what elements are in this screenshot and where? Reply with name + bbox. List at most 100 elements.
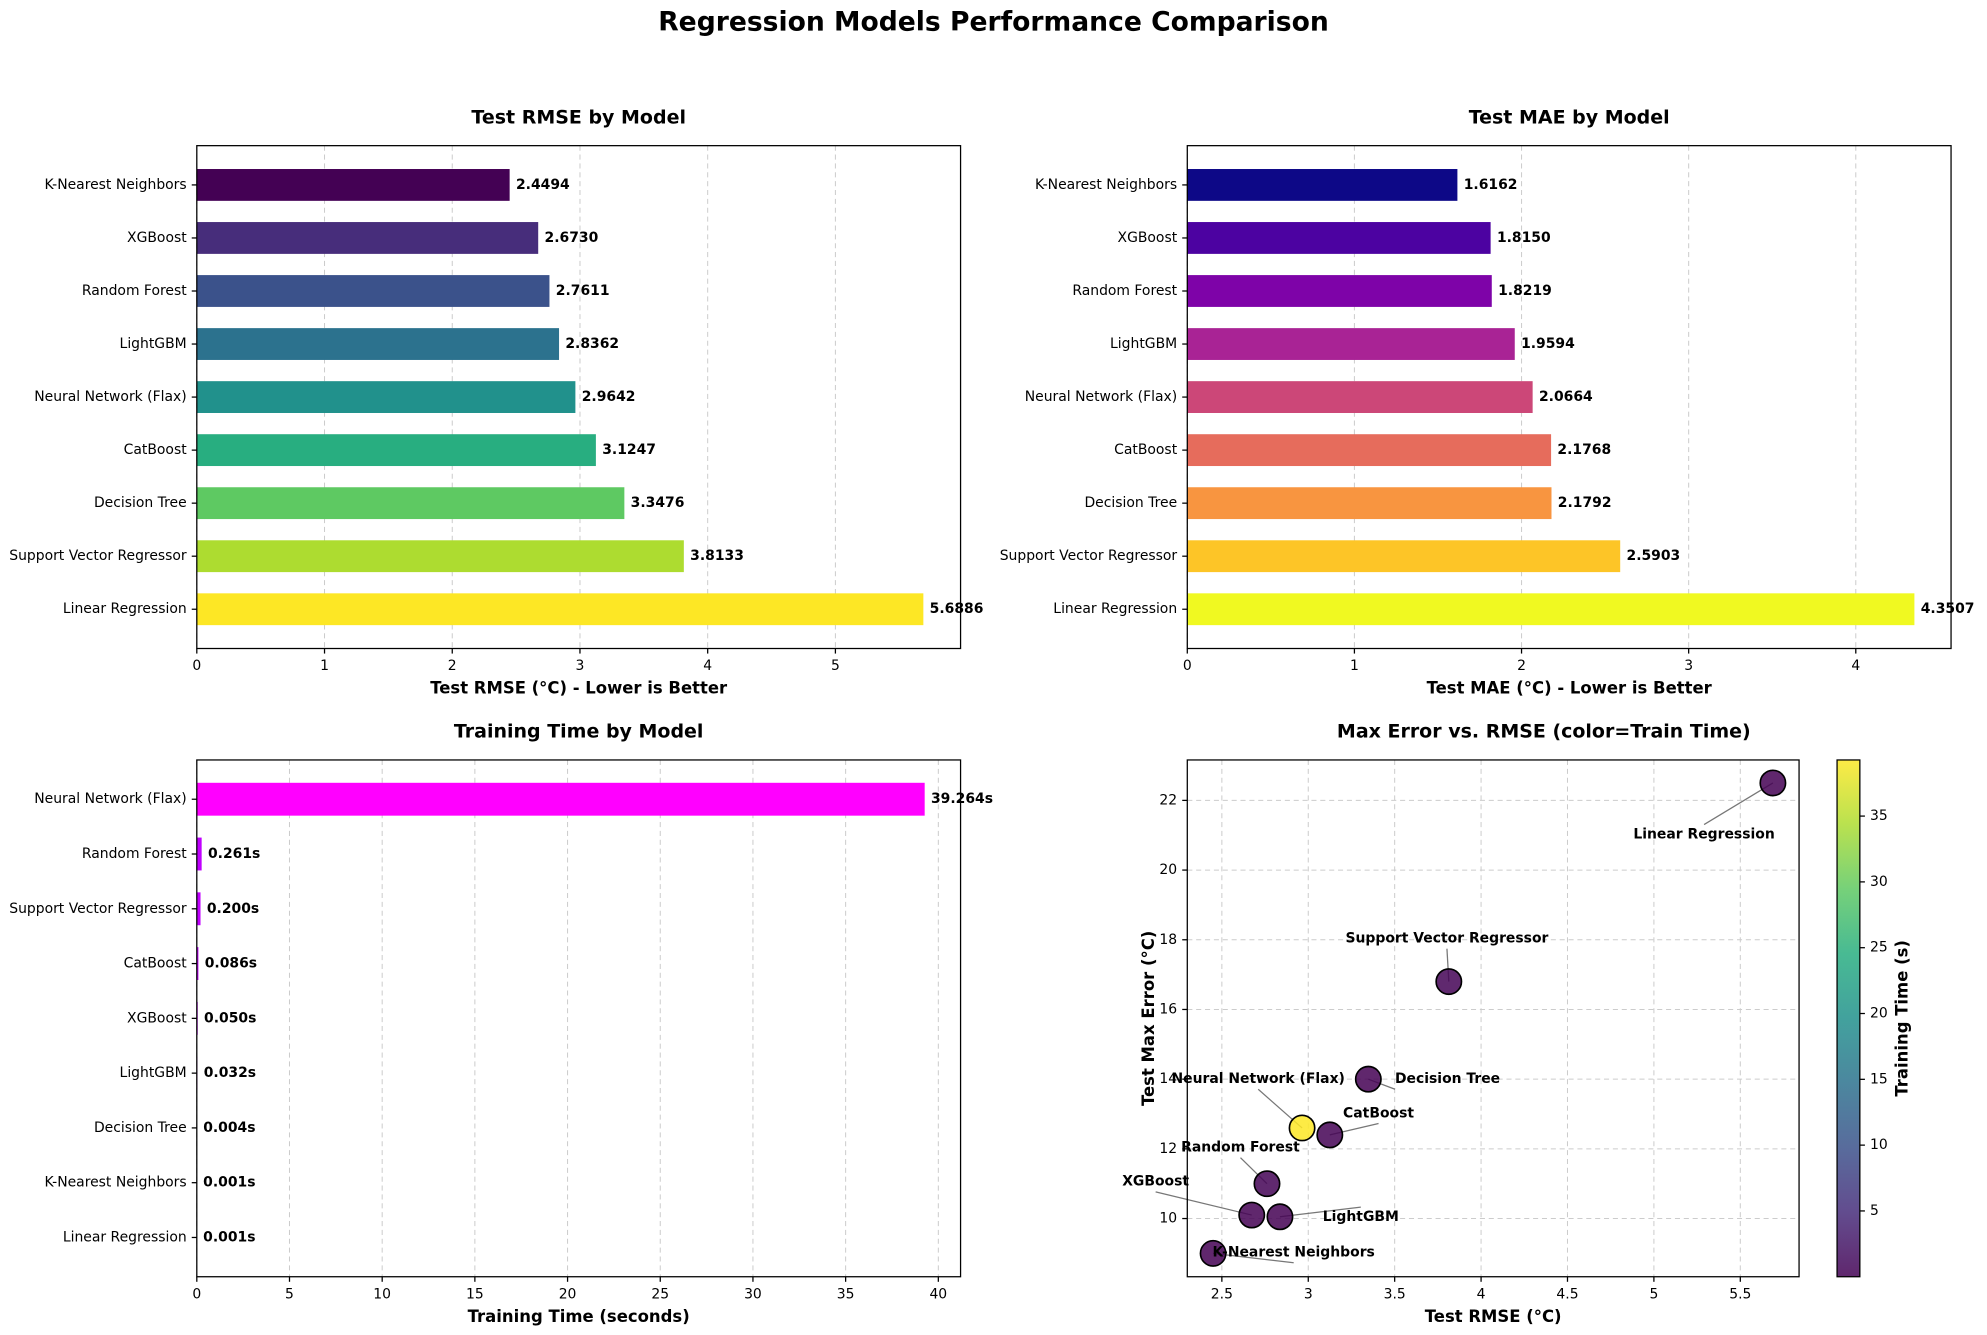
- y-tick-label: LightGBM: [120, 1065, 187, 1081]
- y-tick-label: 16: [1159, 1001, 1177, 1017]
- value-label: 0.261s: [208, 846, 260, 862]
- y-tick-label: LightGBM: [120, 336, 187, 352]
- value-label: 0.032s: [204, 1065, 256, 1081]
- y-tick-label: Neural Network (Flax): [1025, 389, 1177, 405]
- point-label: XGBoost: [1122, 1174, 1189, 1190]
- point: [1759, 769, 1787, 797]
- point: [1316, 1121, 1344, 1149]
- y-tick-label: CatBoost: [1114, 442, 1178, 458]
- plot-frame: [1186, 145, 1952, 650]
- bar: [1187, 593, 1915, 626]
- value-label: 1.8219: [1498, 283, 1552, 299]
- bar: [196, 540, 684, 573]
- point-label: LightGBM: [1323, 1209, 1399, 1225]
- y-tick-label: XGBoost: [127, 230, 187, 246]
- bar: [196, 434, 596, 467]
- x-tick-label: 5.5: [1729, 1286, 1751, 1302]
- point-label: Random Forest: [1181, 1140, 1300, 1156]
- y-tick-label: Random Forest: [1072, 283, 1177, 299]
- bar: [1187, 222, 1491, 254]
- x-tick-label: 35: [837, 1286, 855, 1302]
- x-axis-label: Test MAE (°C) - Lower is Better: [1427, 679, 1713, 698]
- x-tick-label: 4: [1851, 658, 1860, 674]
- y-tick-label: Support Vector Regressor: [9, 548, 187, 564]
- bar: [1187, 540, 1621, 573]
- x-tick-label: 1: [1350, 658, 1359, 674]
- bar: [196, 381, 576, 413]
- value-label: 2.0664: [1539, 389, 1593, 405]
- y-tick-label: K-Nearest Neighbors: [45, 177, 187, 193]
- y-tick-label: XGBoost: [1118, 230, 1178, 246]
- point-label: CatBoost: [1343, 1105, 1414, 1121]
- y-tick-label: Linear Regression: [1053, 601, 1177, 617]
- value-label: 2.1792: [1558, 495, 1612, 511]
- value-label: 2.8362: [565, 336, 619, 352]
- point-label: Support Vector Regressor: [1345, 931, 1548, 947]
- annotation-arrow: [1279, 1206, 1361, 1218]
- value-label: 3.1247: [602, 442, 656, 458]
- point: [1354, 1065, 1382, 1093]
- y-tick-label: K-Nearest Neighbors: [45, 1175, 187, 1191]
- y-tick-label: Random Forest: [82, 283, 187, 299]
- value-label: 1.9594: [1521, 336, 1575, 352]
- figure-title: Regression Models Performance Comparison: [658, 6, 1329, 37]
- value-label: 1.6162: [1464, 177, 1518, 193]
- x-tick-label: 2.5: [1211, 1286, 1233, 1302]
- point: [1266, 1203, 1294, 1231]
- point-label: Linear Regression: [1633, 827, 1774, 843]
- annotation-arrow: [1155, 1191, 1252, 1216]
- y-tick-label: LightGBM: [1110, 336, 1177, 352]
- x-tick-label: 5: [831, 658, 840, 674]
- bar: [1187, 169, 1458, 201]
- x-tick-label: 40: [929, 1286, 947, 1302]
- y-tick-label: CatBoost: [124, 956, 188, 972]
- x-tick-label: 0: [1183, 658, 1192, 674]
- x-tick-label: 25: [651, 1286, 669, 1302]
- colorbar-tick-label: 35: [1870, 808, 1888, 824]
- bar: [196, 222, 539, 254]
- value-label: 0.200s: [207, 901, 259, 917]
- bar: [196, 892, 201, 926]
- value-label: 0.004s: [203, 1120, 255, 1136]
- x-tick-label: 4: [703, 658, 712, 674]
- y-axis-label: Test Max Error (°C): [1139, 931, 1158, 1106]
- x-tick-label: 30: [744, 1286, 762, 1302]
- y-tick-label: 10: [1159, 1211, 1177, 1227]
- bar: [196, 593, 924, 626]
- plot-frame: [196, 145, 962, 650]
- point-label: K-Nearest Neighbors: [1212, 1245, 1374, 1261]
- x-tick-label: 4.5: [1556, 1286, 1578, 1302]
- y-tick-label: 14: [1159, 1071, 1177, 1087]
- x-tick-label: 3.5: [1384, 1286, 1406, 1302]
- value-label: 0.086s: [205, 956, 257, 972]
- x-tick-label: 3: [1684, 658, 1693, 674]
- x-tick-label: 0: [192, 658, 201, 674]
- x-tick-label: 15: [466, 1286, 484, 1302]
- value-label: 2.7611: [556, 283, 610, 299]
- y-tick-label: K-Nearest Neighbors: [1035, 177, 1177, 193]
- bar: [196, 837, 202, 871]
- value-label: 2.6730: [545, 230, 599, 246]
- y-tick-label: 22: [1159, 792, 1177, 808]
- y-tick-label: 12: [1159, 1141, 1177, 1157]
- colorbar-tick-label: 30: [1870, 874, 1888, 890]
- value-label: 0.050s: [204, 1010, 256, 1026]
- value-label: 4.3507: [1921, 601, 1975, 617]
- value-label: 2.1768: [1557, 442, 1611, 458]
- value-label: 3.3476: [631, 495, 685, 511]
- bar: [1187, 381, 1533, 413]
- y-tick-label: Linear Regression: [63, 601, 187, 617]
- y-tick-label: CatBoost: [124, 442, 188, 458]
- y-tick-label: XGBoost: [127, 1010, 187, 1026]
- value-label: 1.8150: [1497, 230, 1551, 246]
- x-axis-label: Test RMSE (°C) - Lower is Better: [430, 679, 728, 698]
- point: [1199, 1239, 1227, 1267]
- chart-title: Max Error vs. RMSE (color=Train Time): [1337, 721, 1751, 743]
- x-tick-label: 3: [576, 658, 585, 674]
- x-tick-label: 20: [559, 1286, 577, 1302]
- bar: [1187, 328, 1515, 360]
- bar: [1187, 487, 1552, 520]
- y-tick-label: Random Forest: [82, 846, 187, 862]
- plot-frame: [196, 759, 962, 1278]
